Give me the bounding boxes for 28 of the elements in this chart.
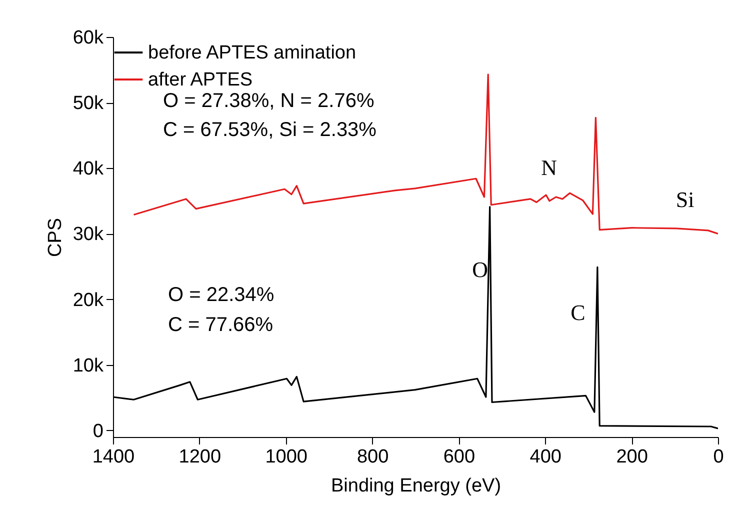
y-tick-label: 0 xyxy=(92,420,104,442)
x-tick-label: 1400 xyxy=(92,446,135,468)
annotation: O = 27.38%, N = 2.76% xyxy=(163,90,374,112)
y-tick-label: 40k xyxy=(72,158,104,180)
line-series xyxy=(132,74,718,235)
y-tick-label: 30k xyxy=(72,224,104,246)
x-tick-label: 1000 xyxy=(265,446,308,468)
annotation: O = 22.34% xyxy=(168,284,274,306)
x-axis-title: Binding Energy (eV) xyxy=(330,476,502,496)
annotation: C xyxy=(570,300,586,325)
x-tick-label: 400 xyxy=(530,446,562,468)
y-tick-label: 60k xyxy=(72,28,104,48)
annotation: N xyxy=(541,155,558,180)
y-tick-label: 20k xyxy=(72,290,104,311)
y-tick-label: 50k xyxy=(72,93,104,114)
legend-label: after APTES xyxy=(148,70,253,90)
y-tick-label: 10k xyxy=(72,355,104,376)
x-tick-label: 1200 xyxy=(178,446,222,468)
x-tick-label: 0 xyxy=(713,446,724,468)
legend-label: before APTES amination xyxy=(148,42,356,64)
y-axis-title: CPS xyxy=(44,218,66,258)
x-tick-label: 600 xyxy=(443,446,476,468)
annotation: C = 67.53%, Si = 2.33% xyxy=(163,119,377,141)
annotation: C = 77.66% xyxy=(168,314,274,336)
annotation: Si xyxy=(676,187,694,212)
annotation: O xyxy=(472,257,488,282)
x-tick-label: 200 xyxy=(616,446,648,468)
x-tick-label: 800 xyxy=(356,446,389,468)
